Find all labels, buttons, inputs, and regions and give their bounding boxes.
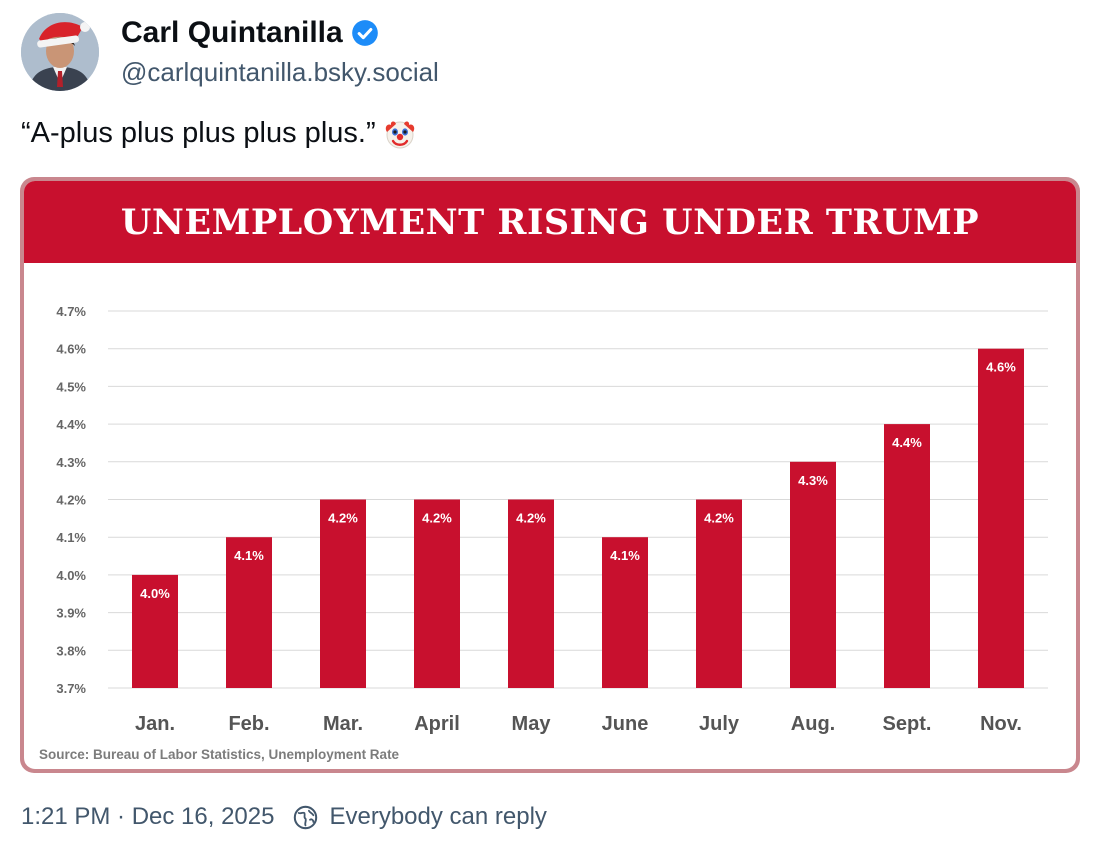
x-tick-label: May: [512, 713, 552, 735]
x-tick-label: April: [414, 713, 460, 735]
bar-chart: 3.7% 3.8% 3.9% 4.0% 4.1% 4.2% 4.3% 4.4% 4.5% 4.6%…: [56, 304, 1048, 735]
reply-setting[interactable]: Everybody can reply: [329, 803, 547, 830]
bar-data-label: 4.2%: [704, 511, 734, 526]
bar-data-label: 4.2%: [516, 511, 546, 526]
bar: [978, 348, 1024, 688]
reply-globe-icon: [294, 805, 318, 829]
bar: [414, 499, 460, 688]
bar-data-label: 4.6%: [986, 360, 1016, 375]
chart-banner: UNEMPLOYMENT RISING UNDER TRUMP: [24, 181, 1076, 263]
clown-face-icon: [385, 120, 414, 148]
y-tick-label: 4.3%: [56, 455, 86, 470]
y-tick-label: 4.7%: [56, 304, 86, 319]
y-tick-label: 4.4%: [56, 417, 86, 432]
chart-card-inner: UNEMPLOYMENT RISING UNDER TRUMP 3.7% 3.8%…: [24, 181, 1076, 769]
chart-title: UNEMPLOYMENT RISING UNDER TRUMP: [120, 201, 980, 243]
y-tick-label: 4.6%: [56, 342, 86, 357]
y-tick-label: 4.1%: [56, 530, 86, 545]
y-tick-label: 4.0%: [56, 568, 86, 583]
x-tick-label: Mar.: [323, 713, 363, 735]
chart-source: Source: Bureau of Labor Statistics, Unem…: [39, 747, 400, 762]
bar: [508, 499, 554, 688]
bar: [602, 537, 648, 688]
post-text-content: “A-plus plus plus plus plus.”: [21, 117, 376, 149]
bar: [884, 424, 930, 688]
author-handle[interactable]: @carlquintanilla.bsky.social: [121, 57, 439, 87]
x-tick-label: Nov.: [980, 713, 1022, 735]
bar-data-label: 4.4%: [892, 435, 922, 450]
avatar-image: [21, 13, 99, 91]
bar-data-label: 4.1%: [610, 548, 640, 563]
post-text: “A-plus plus plus plus plus.”: [21, 117, 416, 150]
y-tick-label: 3.8%: [56, 643, 86, 658]
bar: [696, 499, 742, 688]
x-tick-label: Feb.: [228, 713, 269, 735]
bar-data-label: 4.0%: [140, 586, 170, 601]
y-tick-label: 4.2%: [56, 493, 86, 508]
bar-data-label: 4.3%: [798, 473, 828, 488]
bar: [226, 537, 272, 688]
y-tick-label: 4.5%: [56, 379, 86, 394]
bar: [320, 499, 366, 688]
bar: [132, 574, 178, 688]
verified-badge-icon: [351, 20, 378, 46]
x-tick-label: June: [602, 713, 649, 735]
x-tick-label: Aug.: [791, 713, 835, 735]
author-name-row: Carl Quintanilla: [121, 16, 379, 50]
x-tick-label: Jan.: [135, 713, 175, 735]
post-timestamp[interactable]: 1:21 PM · Dec 16, 2025: [21, 803, 275, 830]
y-tick-label: 3.9%: [56, 606, 86, 621]
bar-data-label: 4.1%: [234, 548, 264, 563]
bar-data-label: 4.2%: [422, 511, 452, 526]
post-footer: 1:21 PM · Dec 16, 2025 Everybody can rep…: [21, 803, 547, 831]
y-tick-label: 3.7%: [56, 681, 86, 696]
avatar[interactable]: [21, 13, 99, 91]
x-tick-label: Sept.: [883, 713, 932, 735]
author-name[interactable]: Carl Quintanilla: [121, 16, 343, 49]
x-tick-label: July: [699, 713, 740, 735]
bar-data-label: 4.2%: [328, 511, 358, 526]
chart-image-card[interactable]: UNEMPLOYMENT RISING UNDER TRUMP 3.7% 3.8%…: [20, 177, 1080, 773]
bar: [790, 461, 836, 688]
